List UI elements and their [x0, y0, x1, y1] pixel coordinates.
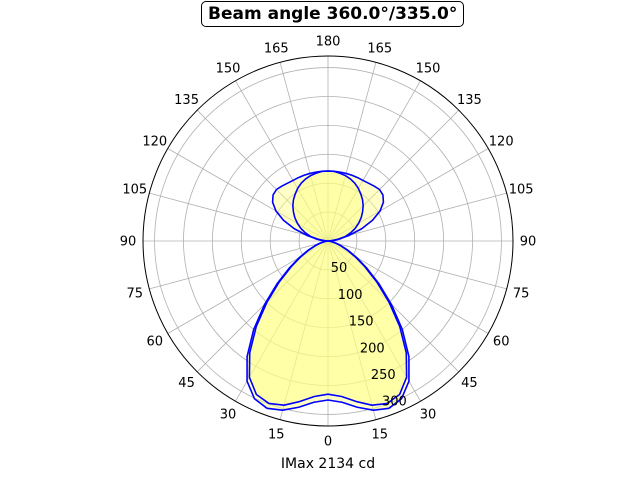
- angle-tick-label: 150: [216, 61, 241, 76]
- radial-tick-label: 50: [331, 261, 348, 276]
- angular-gridline: [327, 192, 507, 242]
- curve-lines: [246, 170, 410, 411]
- angle-tick-label: 75: [127, 286, 144, 301]
- angle-tick-label: 105: [509, 183, 534, 198]
- angle-tick-label: 120: [489, 135, 514, 150]
- angle-tick-label: 30: [220, 408, 237, 423]
- angle-tick-label: 180: [316, 35, 341, 50]
- angular-gridline: [327, 62, 377, 242]
- angle-tick-label: 0: [324, 435, 332, 450]
- angle-tick-label: 90: [520, 235, 537, 250]
- angular-gridline: [327, 148, 489, 242]
- angular-gridline: [196, 240, 329, 373]
- angular-gridline: [167, 148, 329, 242]
- angular-gridline: [235, 80, 329, 242]
- radial-tick-label: 250: [371, 368, 396, 383]
- angle-tick-label: 165: [367, 41, 392, 56]
- radial-tick-label: 100: [338, 288, 363, 303]
- chart-title: Beam angle 360.0°/335.0°: [201, 1, 465, 27]
- curve-line-2: [248, 170, 408, 406]
- angle-tick-label: 105: [122, 183, 147, 198]
- angular-gridline: [327, 240, 507, 290]
- angle-tick-label: 45: [461, 376, 478, 391]
- angle-tick-label: 30: [420, 408, 437, 423]
- angle-tick-label: 90: [120, 235, 137, 250]
- angle-tick-label: 15: [371, 428, 388, 443]
- angular-gridline: [149, 192, 329, 242]
- angle-tick-label: 135: [457, 93, 482, 108]
- angle-tick-label: 60: [493, 335, 510, 350]
- angle-tick-label: 150: [416, 61, 441, 76]
- curve-fills: [247, 171, 409, 411]
- angle-tick-label: 135: [174, 93, 199, 108]
- angle-tick-label: 75: [513, 286, 530, 301]
- radial-tick-label: 300: [382, 395, 407, 410]
- angular-gridline: [279, 62, 329, 242]
- angle-tick-label: 15: [268, 428, 285, 443]
- angle-tick-label: 60: [147, 335, 164, 350]
- angular-gridline: [327, 240, 460, 373]
- angular-gridline: [196, 109, 329, 242]
- angular-gridline: [327, 80, 421, 242]
- angular-gridline: [279, 240, 329, 420]
- polar-outer-circle: [142, 55, 514, 427]
- angular-gridline: [327, 109, 460, 242]
- x-axis-label: IMax 2134 cd: [280, 456, 376, 472]
- radial-tick-label: 150: [349, 315, 374, 330]
- curve-fill-1: [247, 171, 409, 411]
- angle-tick-label: 45: [178, 376, 195, 391]
- curve-fill-2: [249, 171, 407, 406]
- angular-gridline: [327, 240, 377, 420]
- angular-gridline: [327, 240, 421, 402]
- angular-gridline: [149, 240, 329, 290]
- angular-gridline: [235, 240, 329, 402]
- tick-labels: 0 15 30 45 60 75 90 105 120 135 150 165 180 15 30 45 60 7…: [120, 35, 537, 450]
- radial-tick-label: 200: [360, 341, 385, 356]
- polar-grid: [143, 56, 513, 426]
- polar-frame: [142, 55, 514, 427]
- angle-tick-label: 120: [142, 135, 167, 150]
- angle-tick-label: 165: [264, 41, 289, 56]
